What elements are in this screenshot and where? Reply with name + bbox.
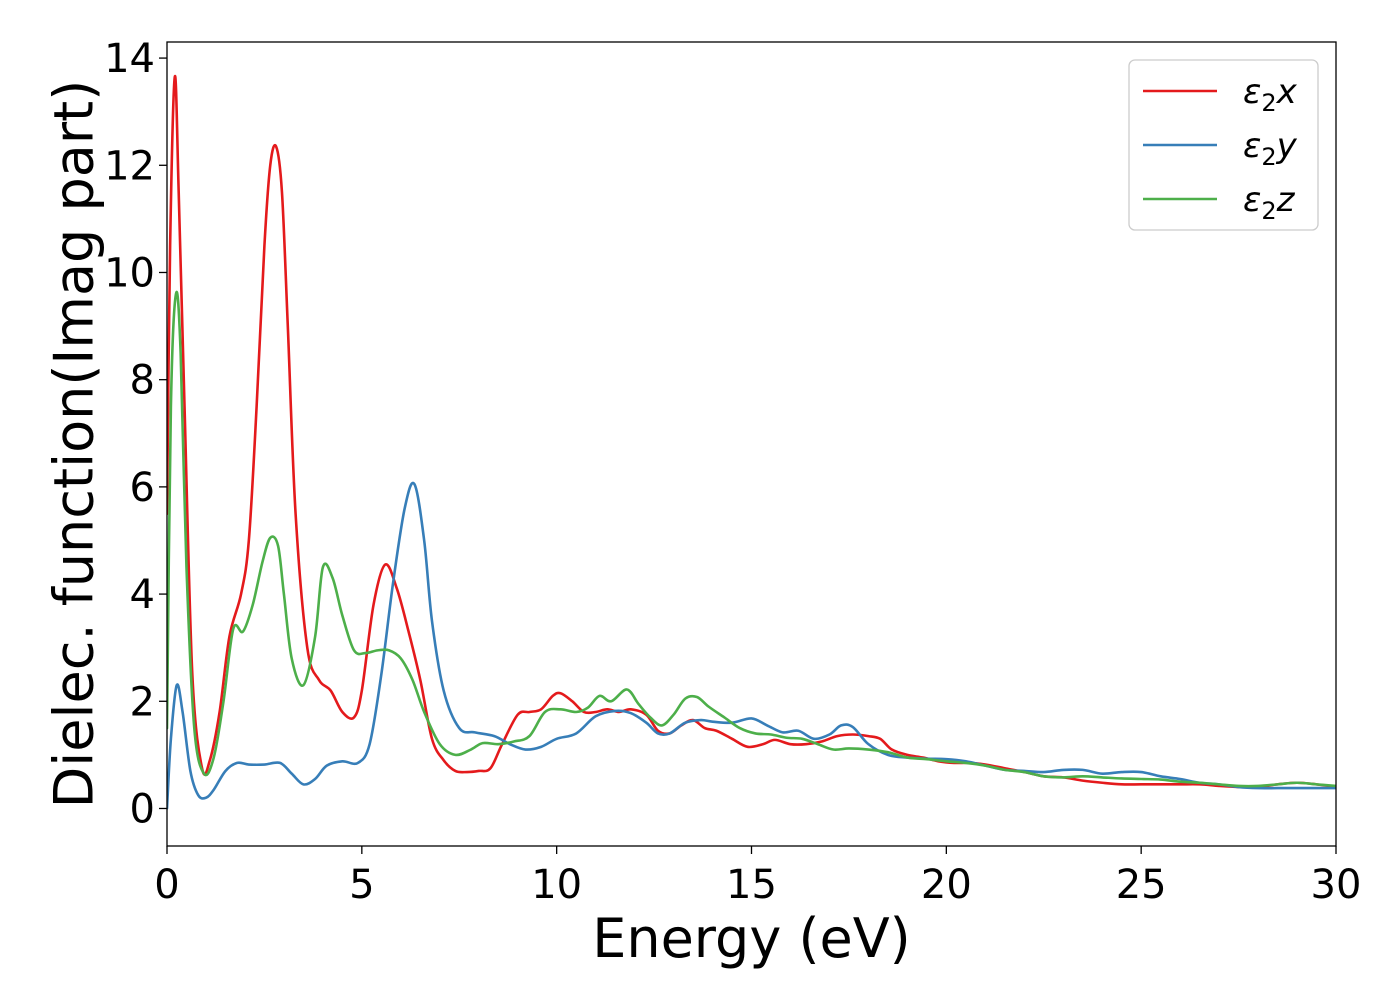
y-tick-label: 4 [130, 572, 155, 618]
legend-item-y: ε2y [1143, 126, 1298, 171]
y-tick-label: 12 [104, 143, 155, 189]
y-tick-label: 0 [130, 786, 155, 832]
series-line-z [167, 290, 1336, 788]
legend: ε2x ε2y ε2z [1128, 59, 1319, 231]
x-axis-label: Energy (eV) [592, 907, 911, 970]
x-axis: 0 5 10 15 20 25 30 [154, 846, 1361, 908]
y-tick-label: 14 [104, 36, 155, 82]
legend-label: ε2z [1243, 180, 1296, 225]
x-tick-label: 20 [921, 862, 972, 908]
x-tick-label: 5 [349, 862, 374, 908]
series-line-y [167, 481, 1336, 810]
y-tick-label: 6 [130, 465, 155, 511]
x-tick-label: 30 [1311, 862, 1362, 908]
x-tick-label: 25 [1116, 862, 1167, 908]
series-layer [167, 74, 1336, 810]
y-tick-label: 2 [130, 679, 155, 725]
y-tick-label: 10 [104, 250, 155, 296]
y-axis-label: Dielec. function(Imag part) [43, 80, 106, 809]
x-tick-label: 15 [726, 862, 777, 908]
legend-label: ε2x [1243, 72, 1298, 117]
y-axis: 0 2 4 6 8 10 12 14 [104, 36, 167, 832]
x-tick-label: 0 [154, 862, 179, 908]
y-tick-label: 8 [130, 358, 155, 404]
x-tick-label: 10 [531, 862, 582, 908]
legend-item-x: ε2x [1143, 72, 1298, 117]
legend-label: ε2y [1243, 126, 1298, 171]
legend-item-z: ε2z [1143, 180, 1296, 225]
legend-box [1128, 59, 1319, 231]
